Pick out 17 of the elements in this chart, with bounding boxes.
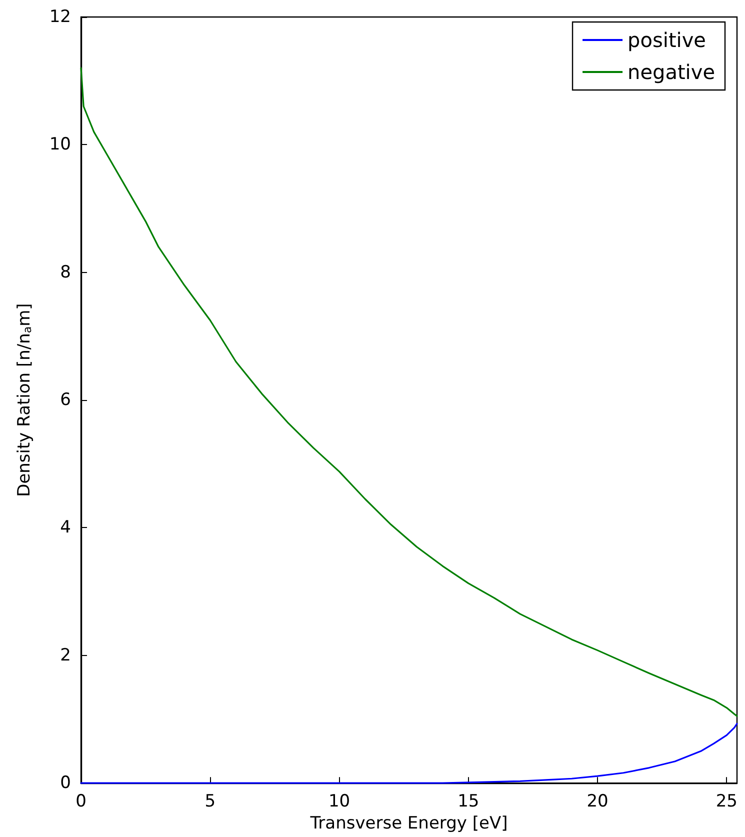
y-tick-label: 6 [60,390,71,410]
y-axis-title: Density Ration [n/nam] [14,303,34,497]
y-tick-label: 0 [60,773,71,794]
x-tick-label: 25 [716,792,738,812]
x-tick-label: 10 [328,792,350,812]
y-tick-label: 8 [60,262,71,282]
x-axis-title: Transverse Energy [eV] [309,814,508,834]
y-tick-label: 4 [60,518,71,538]
x-tick-label: 15 [458,792,480,812]
y-tick-label: 10 [49,134,71,155]
x-tick-label: 5 [204,792,216,812]
y-tick-label: 12 [49,7,71,27]
legend-label: positive [628,28,706,52]
x-tick-label: 0 [76,792,86,812]
x-tick-label: 20 [586,792,608,812]
y-tick-label: 2 [60,645,71,666]
legend-label: negative [628,60,716,84]
